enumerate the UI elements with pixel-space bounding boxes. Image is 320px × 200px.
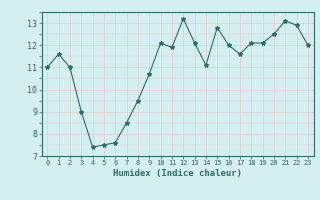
X-axis label: Humidex (Indice chaleur): Humidex (Indice chaleur)	[113, 169, 242, 178]
